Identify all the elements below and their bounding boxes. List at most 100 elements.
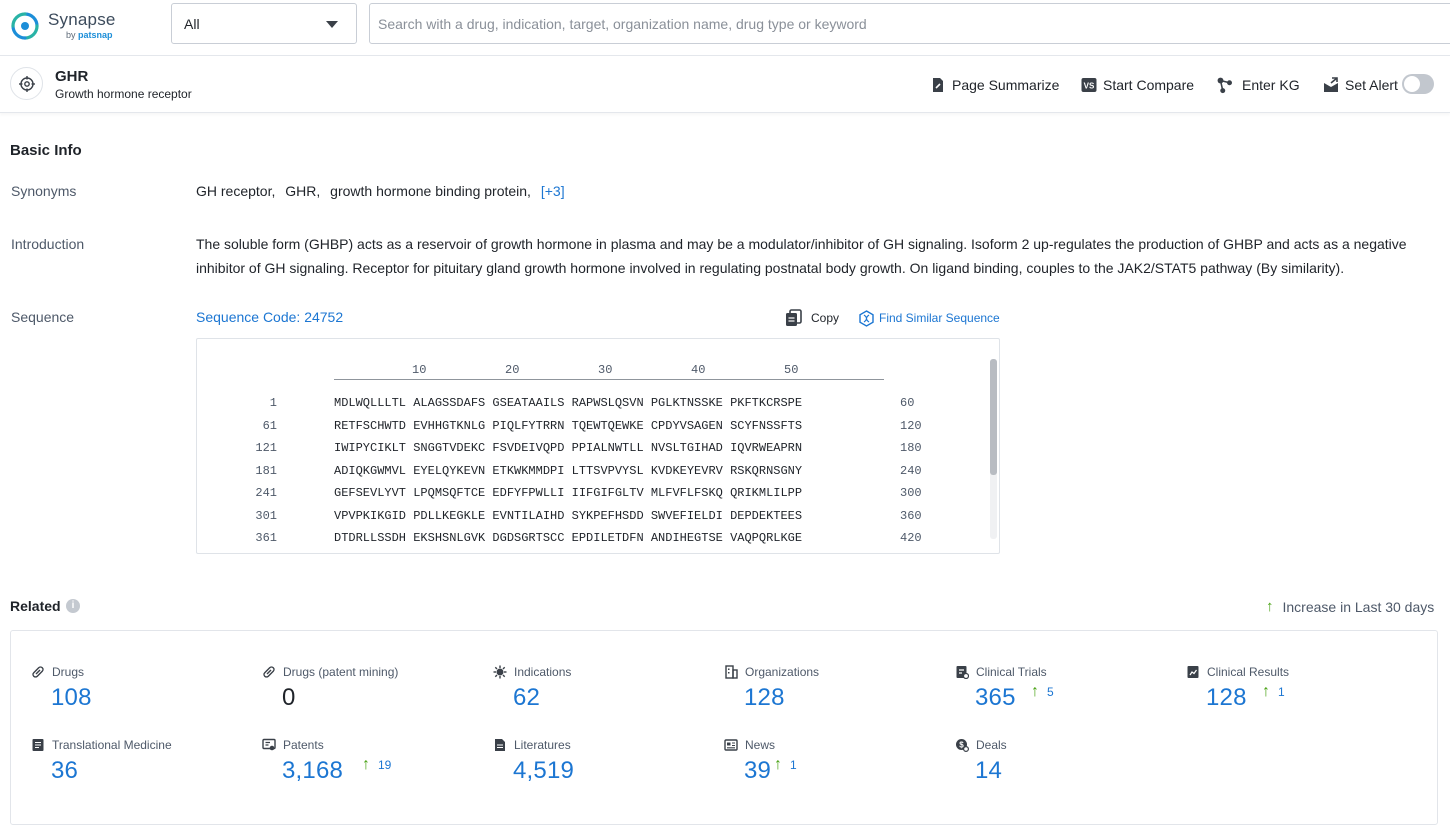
sequence-start: 301 bbox=[255, 509, 277, 523]
sequence-residues: IWIPYCIKLT SNGGTVDEKC FSVDEIVQPD PPIALNW… bbox=[334, 441, 802, 455]
sequence-start: 361 bbox=[255, 531, 277, 545]
logo-byline: by patsnap bbox=[66, 30, 113, 40]
synonym-item: growth hormone binding protein, bbox=[330, 183, 531, 199]
stat-value: 128 bbox=[744, 684, 785, 712]
sequence-residues: MDLWQLLLTL ALAGSSDAFS GSEATAAILS RAPWSLQ… bbox=[334, 396, 802, 410]
stat-drugs[interactable]: Drugs 108 bbox=[31, 665, 251, 725]
find-similar-label: Find Similar Sequence bbox=[879, 311, 1000, 325]
search-input[interactable] bbox=[378, 13, 1438, 35]
sequence-row: 1 MDLWQLLLTL ALAGSSDAFS GSEATAAILS RAPWS… bbox=[197, 396, 957, 419]
sequence-end: 300 bbox=[900, 486, 922, 500]
target-icon bbox=[10, 67, 43, 100]
sequence-residues: VPVPKIKGID PDLLKEGKLE EVNTILAIHD SYKPEFH… bbox=[334, 509, 802, 523]
stat-value: 14 bbox=[975, 757, 1002, 785]
sequence-viewer[interactable]: 10 20 30 40 50 1 MDLWQLLLTL ALAGSSDAFS G… bbox=[196, 338, 1000, 554]
sequence-end: 360 bbox=[900, 509, 922, 523]
logo-by-text: by bbox=[66, 30, 76, 40]
set-alert-toggle[interactable] bbox=[1402, 74, 1434, 94]
ruler-tick: 30 bbox=[598, 363, 612, 377]
stat-translational-medicine[interactable]: Translational Medicine 36 bbox=[31, 738, 251, 798]
page-summarize-button[interactable]: Page Summarize bbox=[930, 75, 1059, 95]
stat-increase-count: 5 bbox=[1047, 685, 1054, 699]
stat-increase: ↑ 1 bbox=[1262, 683, 1285, 701]
synapse-logo[interactable]: Synapse by patsnap bbox=[10, 9, 150, 43]
sequence-scrollbar-thumb[interactable] bbox=[990, 359, 997, 475]
stat-deals[interactable]: $ Deals 14 bbox=[955, 738, 1175, 798]
ruler-tick: 20 bbox=[505, 363, 519, 377]
stat-label-row: Clinical Results bbox=[1186, 665, 1289, 679]
stat-value: 3,168 bbox=[282, 757, 343, 785]
stat-value: 108 bbox=[51, 684, 92, 712]
stat-label: Translational Medicine bbox=[52, 738, 172, 752]
search-type-select[interactable]: All bbox=[171, 3, 357, 44]
copy-sequence-button[interactable]: Copy bbox=[785, 308, 839, 328]
stat-value: 0 bbox=[282, 684, 296, 712]
arrow-up-icon: ↑ bbox=[1262, 683, 1270, 701]
stat-increase: ↑ 19 bbox=[362, 756, 391, 774]
document-list-icon bbox=[31, 738, 45, 752]
stat-increase-count: 19 bbox=[378, 758, 391, 772]
stat-patents[interactable]: Patents 3,168 ↑ 19 bbox=[262, 738, 482, 798]
stat-label: Organizations bbox=[745, 665, 819, 679]
synonym-item: GHR, bbox=[285, 183, 320, 199]
sequence-row: 181 ADIQKGWMVL EYELQYKEVN ETKWKMMDPI LTT… bbox=[197, 464, 957, 487]
sequence-start: 241 bbox=[255, 486, 277, 500]
synapse-logo-icon bbox=[10, 11, 40, 41]
copy-label: Copy bbox=[811, 311, 839, 325]
introduction-label: Introduction bbox=[11, 236, 84, 252]
stat-label-row: Indications bbox=[493, 665, 571, 679]
stat-label: Deals bbox=[976, 738, 1007, 752]
sequence-residues: GEFSEVLYVT LPQMSQFTCE EDFYFPWLLI IIFGIFG… bbox=[334, 486, 802, 500]
sequence-row: 121 IWIPYCIKLT SNGGTVDEKC FSVDEIVQPD PPI… bbox=[197, 441, 957, 464]
stat-literatures[interactable]: Literatures 4,519 bbox=[493, 738, 713, 798]
stat-increase: ↑ 1 bbox=[774, 756, 797, 774]
synonyms-list: GH receptor, GHR, growth hormone binding… bbox=[196, 183, 571, 199]
stat-label-row: News bbox=[724, 738, 775, 752]
page-summarize-label: Page Summarize bbox=[952, 77, 1059, 93]
pill-icon bbox=[262, 665, 276, 679]
sequence-row: 61 RETFSCHWTD EVHHGTKNLG PIQLFYTRRN TQEW… bbox=[197, 419, 957, 442]
info-icon[interactable]: i bbox=[66, 599, 80, 613]
sequence-start: 1 bbox=[270, 396, 277, 410]
enter-kg-button[interactable]: Enter KG bbox=[1216, 75, 1300, 95]
search-box[interactable] bbox=[369, 3, 1450, 44]
find-similar-sequence-button[interactable]: Find Similar Sequence bbox=[858, 308, 1000, 328]
increase-legend-label: Increase in Last 30 days bbox=[1283, 599, 1435, 615]
synonym-item: GH receptor, bbox=[196, 183, 275, 199]
synonyms-label: Synonyms bbox=[11, 183, 76, 199]
arrow-up-icon: ↑ bbox=[1031, 683, 1039, 701]
stat-label: Clinical Trials bbox=[976, 665, 1047, 679]
stat-increase-count: 1 bbox=[790, 758, 797, 772]
enter-kg-label: Enter KG bbox=[1242, 77, 1300, 93]
stat-indications[interactable]: Indications 62 bbox=[493, 665, 713, 725]
stat-label-row: Drugs bbox=[31, 665, 84, 679]
sequence-row: 241 GEFSEVLYVT LPQMSQFTCE EDFYFPWLLI IIF… bbox=[197, 486, 957, 509]
sequence-label: Sequence bbox=[11, 309, 74, 325]
sequence-residues: ADIQKGWMVL EYELQYKEVN ETKWKMMDPI LTTSVPV… bbox=[334, 464, 802, 478]
stat-label-row: Clinical Trials bbox=[955, 665, 1047, 679]
sequence-row: 361 DTDRLLSSDH EKSHSNLGVK DGDSGRTSCC EPD… bbox=[197, 531, 957, 554]
synonyms-more-link[interactable]: [+3] bbox=[541, 183, 565, 199]
stat-value: 36 bbox=[51, 757, 78, 785]
clipboard-check-icon bbox=[955, 665, 969, 679]
set-alert-button[interactable]: Set Alert bbox=[1323, 75, 1398, 95]
sequence-code-link[interactable]: Sequence Code: 24752 bbox=[196, 309, 343, 325]
stat-organizations[interactable]: Organizations 128 bbox=[724, 665, 944, 725]
ruler-tick: 50 bbox=[784, 363, 798, 377]
document-edit-icon bbox=[930, 77, 946, 93]
deal-coin-icon: $ bbox=[955, 738, 969, 752]
sequence-end: 120 bbox=[900, 419, 922, 433]
top-bar: Synapse by patsnap All bbox=[0, 0, 1450, 56]
knowledge-graph-icon bbox=[1216, 76, 1234, 94]
stat-drugs-patent-mining[interactable]: Drugs (patent mining) 0 bbox=[262, 665, 482, 725]
stat-label: Indications bbox=[514, 665, 571, 679]
stat-value: 4,519 bbox=[513, 757, 574, 785]
stat-clinical-trials[interactable]: Clinical Trials 365 ↑ 5 bbox=[955, 665, 1175, 725]
stat-clinical-results[interactable]: Clinical Results 128 ↑ 1 bbox=[1186, 665, 1406, 725]
start-compare-button[interactable]: VS Start Compare bbox=[1081, 75, 1194, 95]
dna-hexagon-icon bbox=[858, 310, 875, 327]
stat-news[interactable]: News 39 ↑ 1 bbox=[724, 738, 944, 798]
sequence-residues: RETFSCHWTD EVHHGTKNLG PIQLFYTRRN TQEWTQE… bbox=[334, 419, 802, 433]
sequence-scrollbar[interactable] bbox=[990, 359, 997, 539]
building-icon bbox=[724, 665, 738, 679]
